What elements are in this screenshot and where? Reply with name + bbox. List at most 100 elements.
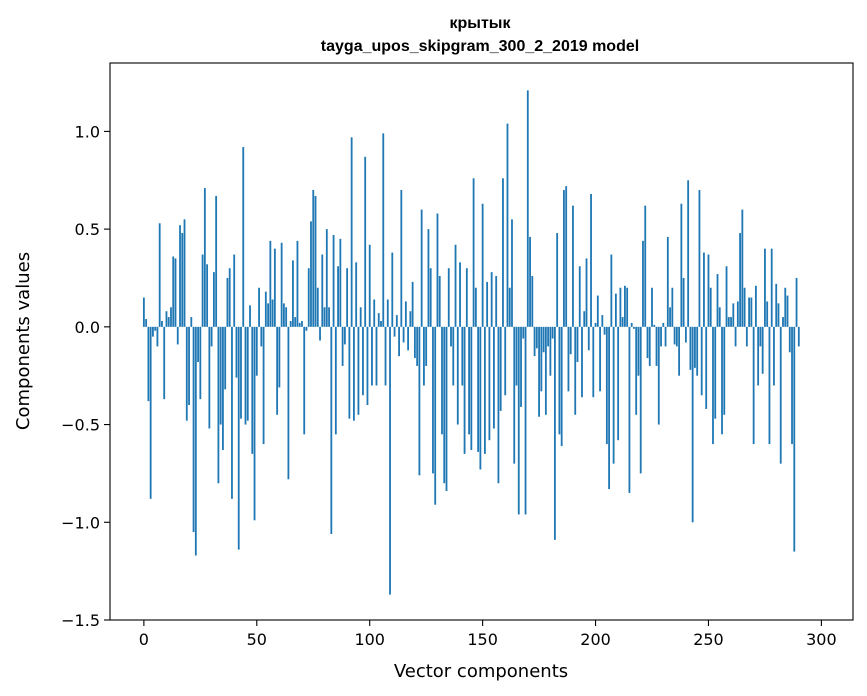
bar-67 bbox=[294, 317, 297, 327]
bar-2 bbox=[147, 326, 150, 402]
x-axis-ticks: 0 50 100 150 200 250 300 bbox=[139, 620, 837, 649]
bar-199 bbox=[592, 326, 595, 398]
bar-253 bbox=[714, 326, 717, 419]
bar-114 bbox=[400, 190, 403, 327]
bar-73 bbox=[307, 268, 310, 327]
bar-290 bbox=[797, 326, 800, 347]
bar-117 bbox=[407, 326, 410, 351]
bar-12 bbox=[170, 307, 172, 327]
bar-277 bbox=[768, 326, 771, 445]
bar-215 bbox=[628, 326, 631, 493]
bar-91 bbox=[348, 326, 351, 419]
bar-106 bbox=[382, 133, 385, 327]
bar-245 bbox=[696, 326, 699, 376]
bar-151 bbox=[483, 326, 486, 454]
bar-108 bbox=[386, 299, 389, 327]
bar-97 bbox=[362, 326, 364, 396]
bar-145 bbox=[470, 326, 473, 450]
bar-261 bbox=[732, 303, 735, 327]
bar-105 bbox=[380, 320, 382, 327]
bar-99 bbox=[366, 326, 369, 406]
bar-113 bbox=[398, 326, 400, 357]
bar-152 bbox=[486, 281, 489, 327]
bar-173 bbox=[533, 326, 536, 357]
bar-210 bbox=[617, 326, 620, 441]
bar-136 bbox=[450, 326, 452, 347]
bar-6 bbox=[156, 326, 159, 347]
bar-281 bbox=[777, 303, 780, 327]
bar-83 bbox=[330, 326, 333, 534]
bar-47 bbox=[249, 305, 251, 327]
bar-126 bbox=[427, 229, 430, 327]
bar-17 bbox=[181, 233, 184, 327]
bar-86 bbox=[337, 266, 339, 327]
bar-88 bbox=[341, 326, 344, 366]
x-tick-label: 0 bbox=[139, 630, 149, 649]
bar-125 bbox=[425, 326, 428, 366]
bar-278 bbox=[770, 248, 773, 327]
bar-62 bbox=[282, 303, 285, 327]
bar-36 bbox=[224, 326, 227, 390]
bar-100 bbox=[368, 244, 371, 327]
x-axis-label: Vector components bbox=[394, 661, 568, 682]
bar-203 bbox=[601, 315, 604, 327]
bar-123 bbox=[420, 209, 423, 327]
bar-234 bbox=[671, 287, 674, 327]
bar-260 bbox=[730, 317, 732, 327]
bar-247 bbox=[700, 326, 703, 396]
bar-94 bbox=[355, 262, 358, 327]
bar-205 bbox=[605, 326, 608, 445]
bar-7 bbox=[158, 223, 161, 327]
bar-289 bbox=[795, 277, 798, 327]
bar-141 bbox=[461, 326, 464, 386]
bar-156 bbox=[495, 276, 498, 327]
bar-56 bbox=[269, 240, 272, 327]
bar-132 bbox=[441, 326, 443, 435]
bar-27 bbox=[203, 188, 206, 327]
bar-268 bbox=[748, 297, 751, 327]
bar-119 bbox=[411, 281, 414, 327]
bar-231 bbox=[664, 326, 667, 347]
bar-174 bbox=[535, 326, 538, 349]
bar-112 bbox=[395, 315, 398, 327]
bar-75 bbox=[312, 190, 315, 327]
bar-104 bbox=[377, 313, 380, 327]
bar-57 bbox=[271, 299, 274, 327]
bar-208 bbox=[612, 326, 615, 464]
bar-46 bbox=[246, 326, 249, 421]
bar-23 bbox=[194, 326, 197, 556]
bar-246 bbox=[698, 190, 701, 327]
bar-216 bbox=[630, 322, 633, 327]
bar-42 bbox=[237, 326, 240, 550]
bar-283 bbox=[782, 317, 784, 327]
bar-154 bbox=[490, 272, 493, 327]
bar-186 bbox=[563, 190, 565, 327]
bar-166 bbox=[517, 326, 520, 515]
bar-110 bbox=[391, 252, 394, 327]
bar-8 bbox=[161, 320, 163, 327]
bar-257 bbox=[723, 326, 726, 415]
bar-267 bbox=[745, 326, 748, 347]
bar-90 bbox=[346, 268, 349, 327]
bar-95 bbox=[357, 326, 360, 415]
bar-157 bbox=[497, 326, 500, 484]
bar-147 bbox=[474, 287, 477, 327]
x-tick-label: 250 bbox=[693, 630, 724, 649]
bar-150 bbox=[481, 203, 484, 327]
bar-72 bbox=[305, 326, 308, 331]
bar-129 bbox=[434, 326, 437, 505]
bar-53 bbox=[262, 326, 265, 445]
bar-139 bbox=[456, 326, 459, 425]
bar-33 bbox=[217, 326, 220, 484]
bar-189 bbox=[569, 326, 572, 355]
bar-188 bbox=[567, 326, 570, 392]
bar-198 bbox=[590, 193, 592, 327]
bar-266 bbox=[743, 287, 746, 327]
bar-224 bbox=[648, 326, 651, 366]
bar-4 bbox=[152, 326, 154, 337]
bar-79 bbox=[321, 254, 324, 327]
bar-190 bbox=[572, 205, 574, 327]
bar-68 bbox=[296, 240, 299, 327]
bar-54 bbox=[264, 291, 267, 327]
bar-87 bbox=[339, 238, 342, 327]
